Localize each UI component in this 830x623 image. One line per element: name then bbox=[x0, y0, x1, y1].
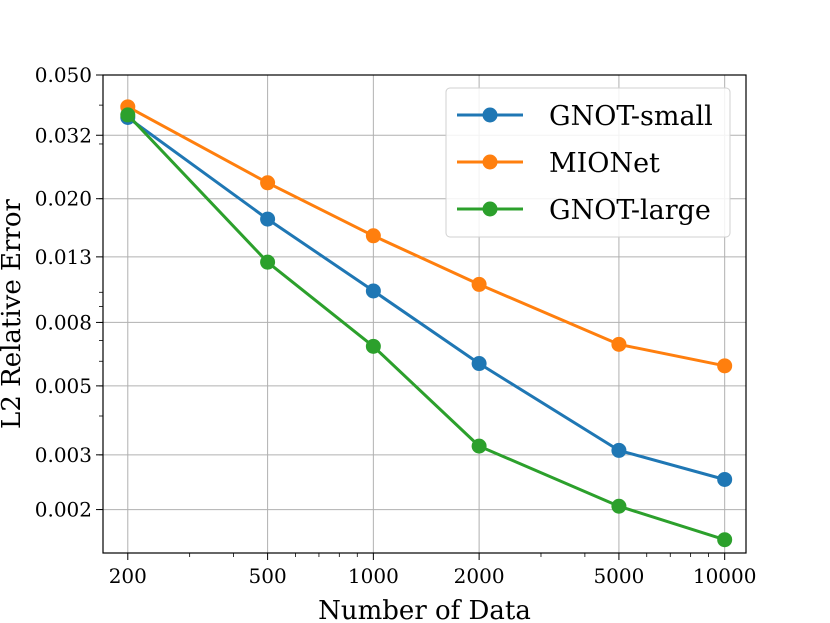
y-axis-title: L2 Relative Error bbox=[0, 198, 27, 428]
plot-frame bbox=[102, 74, 747, 554]
data-point bbox=[611, 336, 627, 352]
y-tick-label: 0.020 bbox=[35, 187, 92, 211]
legend-label: GNOT-small bbox=[549, 101, 713, 132]
x-tick-label: 2000 bbox=[454, 564, 505, 588]
series-line bbox=[126, 113, 726, 542]
x-tick-label: 200 bbox=[109, 564, 147, 588]
data-point bbox=[260, 175, 276, 191]
data-point bbox=[611, 498, 627, 514]
legend: GNOT-small MIONet GNOT-large bbox=[445, 87, 731, 238]
data-point bbox=[365, 338, 381, 354]
series-line bbox=[126, 116, 726, 481]
data-point bbox=[471, 276, 487, 292]
y-tick-label: 0.008 bbox=[35, 310, 92, 334]
x-tick-label: 1000 bbox=[348, 564, 399, 588]
data-point bbox=[717, 471, 733, 487]
data-point bbox=[471, 356, 487, 372]
data-point bbox=[471, 438, 487, 454]
y-tick-label: 0.050 bbox=[35, 63, 92, 87]
legend-label: GNOT-large bbox=[549, 195, 711, 226]
y-tick-label: 0.005 bbox=[35, 374, 92, 398]
series-line bbox=[127, 105, 725, 368]
legend-item: GNOT-large bbox=[457, 195, 711, 226]
data-point bbox=[120, 107, 136, 123]
data-point bbox=[717, 358, 733, 374]
legend-item: MIONet bbox=[457, 148, 660, 179]
data-point bbox=[717, 532, 733, 548]
legend-marker bbox=[482, 201, 498, 217]
legend-label: MIONet bbox=[549, 148, 660, 179]
data-point bbox=[365, 228, 381, 244]
data-point bbox=[260, 211, 276, 227]
data-point bbox=[260, 254, 276, 270]
data-point bbox=[611, 442, 627, 458]
x-axis-title: Number of Data bbox=[318, 596, 531, 623]
series-gnot-small bbox=[120, 109, 733, 487]
series-layer bbox=[120, 99, 733, 548]
x-axis-ticks: 200 500 1000 2000 5000 10000 bbox=[109, 553, 757, 588]
y-tick-label: 0.032 bbox=[35, 123, 92, 147]
y-tick-label: 0.013 bbox=[35, 245, 92, 269]
x-tick-label: 500 bbox=[249, 564, 287, 588]
legend-marker bbox=[482, 154, 498, 170]
legend-box bbox=[445, 87, 731, 238]
y-axis-ticks: 0.002 0.003 0.005 0.008 0.013 0.020 0.032 0.050 bbox=[35, 63, 103, 522]
legend-item: GNOT-small bbox=[457, 101, 713, 132]
series-gnot-large bbox=[120, 107, 733, 548]
data-point bbox=[365, 283, 381, 299]
y-tick-label: 0.003 bbox=[35, 443, 92, 467]
x-tick-label: 5000 bbox=[593, 564, 644, 588]
y-tick-label: 0.002 bbox=[35, 498, 92, 522]
legend-marker bbox=[482, 107, 498, 123]
x-tick-label: 10000 bbox=[693, 564, 757, 588]
series-mionet bbox=[120, 99, 733, 374]
